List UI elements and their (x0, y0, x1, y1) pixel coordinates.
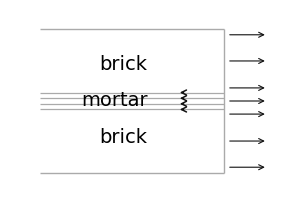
Text: brick: brick (100, 55, 148, 74)
Text: mortar: mortar (81, 92, 148, 110)
Text: brick: brick (100, 128, 148, 147)
